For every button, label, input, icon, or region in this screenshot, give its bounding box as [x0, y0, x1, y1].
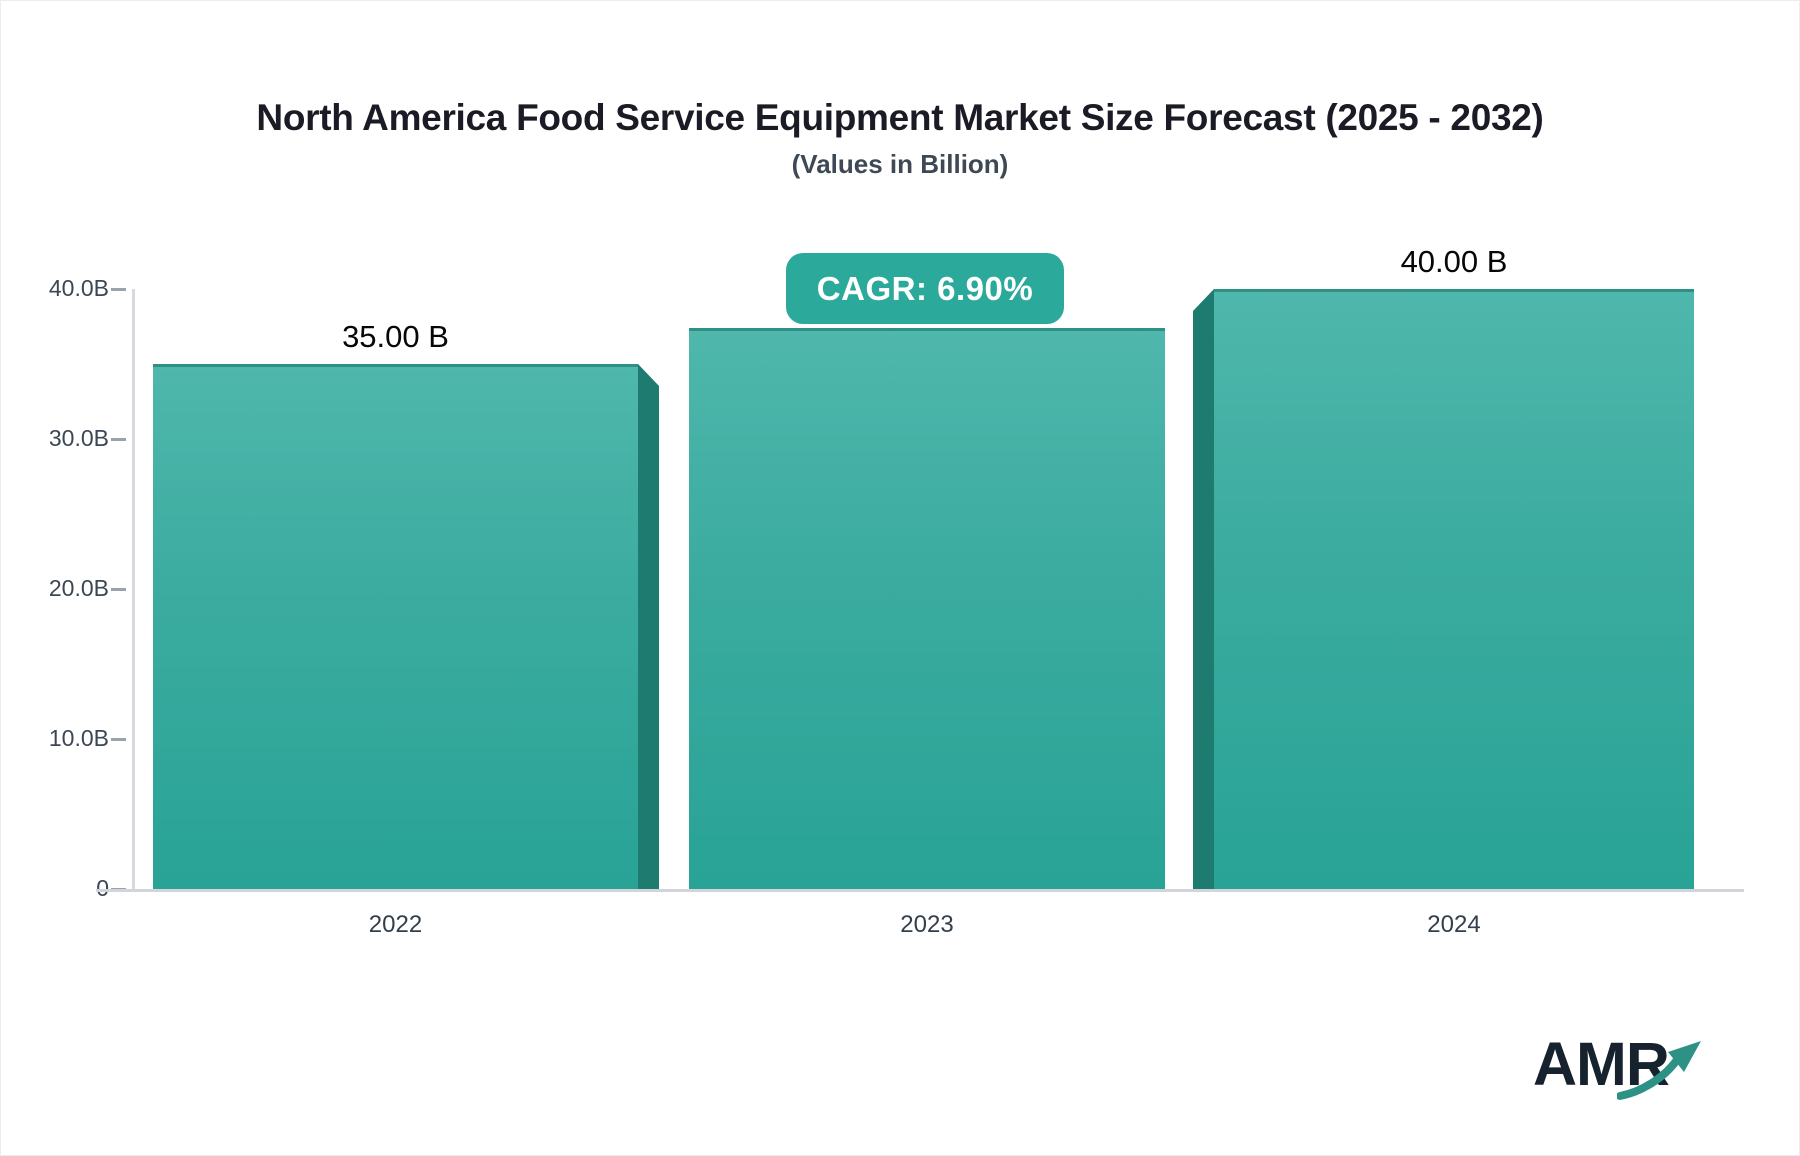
- bar-2024-side-shadow: [1193, 289, 1214, 889]
- y-tick-label: 40.0B: [48, 275, 109, 301]
- x-axis-baseline: [96, 889, 1744, 892]
- y-tick-label: 20.0B: [48, 575, 109, 601]
- growth-arrow-icon: [1617, 1041, 1701, 1100]
- bar-2022: [153, 364, 638, 889]
- cagr-badge: CAGR: 6.90%: [786, 253, 1064, 324]
- bar-2023: [689, 328, 1165, 889]
- x-tick-label-2022: 2022: [368, 911, 423, 938]
- bar-2024: [1214, 289, 1694, 889]
- y-tick-mark: [111, 438, 126, 441]
- amr-logo: AMR: [1533, 1034, 1723, 1118]
- x-tick-label-2023: 2023: [900, 911, 954, 938]
- y-tick-label: 0: [96, 875, 109, 901]
- x-tick-label-2024: 2024: [1427, 911, 1481, 938]
- y-tick-mark: [111, 288, 126, 291]
- bar-2022-value-label: 35.00 B: [342, 319, 449, 354]
- bar-2024-value-label: 40.00 B: [1400, 244, 1508, 279]
- bar-2022-side-shadow: [638, 364, 659, 889]
- chart-title: North America Food Service Equipment Mar…: [256, 97, 1544, 138]
- y-tick-label: 30.0B: [48, 425, 109, 451]
- y-axis-line: [132, 289, 135, 889]
- y-tick-label: 10.0B: [48, 725, 109, 751]
- y-tick-mark: [111, 738, 126, 741]
- y-tick-mark: [111, 588, 126, 591]
- chart-subtitle: (Values in Billion): [791, 149, 1009, 179]
